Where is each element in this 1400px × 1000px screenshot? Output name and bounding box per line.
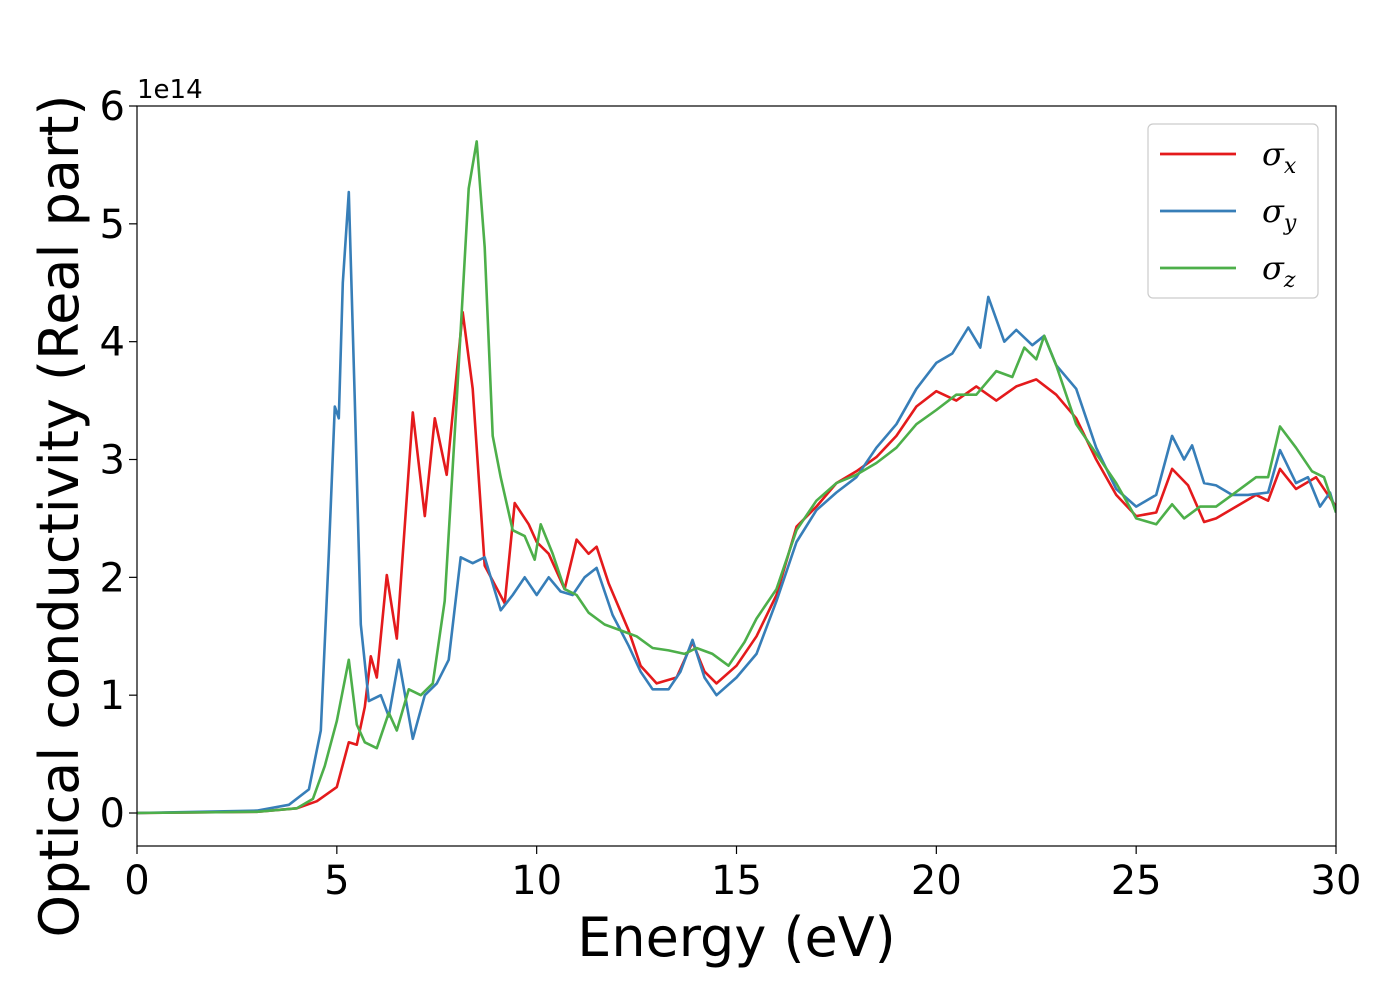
legend: σx σy σz xyxy=(1147,123,1319,299)
x-tick-label: 30 xyxy=(1311,858,1362,904)
y-tick-label: 3 xyxy=(100,438,125,484)
y-tick-label: 6 xyxy=(100,84,125,130)
y-tick-label: 2 xyxy=(100,555,125,601)
x-tick-label: 20 xyxy=(911,858,962,904)
legend-label-z: σz xyxy=(1262,249,1296,293)
x-tick-label: 5 xyxy=(324,858,349,904)
x-axis: 0 5 10 15 20 25 30 xyxy=(124,846,1361,904)
x-tick-label: 0 xyxy=(124,858,149,904)
x-tick-label: 25 xyxy=(1111,858,1162,904)
y-tick-label: 4 xyxy=(100,320,125,366)
x-tick-label: 15 xyxy=(711,858,762,904)
series-line-x xyxy=(137,310,1336,815)
y-tick-label: 1 xyxy=(100,673,125,719)
y-axis-offset-label: 1e14 xyxy=(137,75,203,105)
x-tick-label: 10 xyxy=(511,858,562,904)
legend-label-x: σx xyxy=(1262,135,1297,179)
x-axis-label: Energy (eV) xyxy=(577,906,896,969)
y-axis: 0 1 2 3 4 5 6 xyxy=(100,84,137,837)
y-tick-label: 5 xyxy=(100,202,125,248)
y-tick-label: 0 xyxy=(100,791,125,837)
series-line-y xyxy=(137,190,1336,815)
series-layer xyxy=(137,140,1336,815)
series-line-z xyxy=(137,140,1336,815)
y-axis-label: Optical conductivity (Real part) xyxy=(28,95,91,938)
legend-label-y: σy xyxy=(1262,192,1297,236)
